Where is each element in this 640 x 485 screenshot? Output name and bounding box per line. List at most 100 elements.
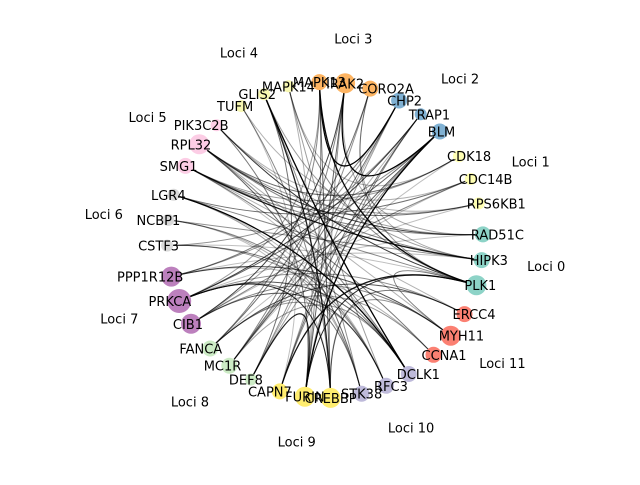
edge-CCNA1-SMG1	[185, 165, 434, 356]
node-DCLK1	[400, 366, 417, 382]
node-IRAK2	[335, 73, 356, 94]
edge-TUFM-CREBBP	[240, 105, 332, 398]
edge-DCLK1-CSTF3	[167, 244, 410, 375]
edge-HIPK3-SMG1	[185, 165, 482, 261]
edge-MAPK13-FURIN	[304, 82, 322, 397]
edge-FURIN-TRAP1	[304, 113, 422, 397]
edge-STK38-NCBP1	[168, 219, 363, 394]
node-label-DCLK1: DCLK1	[397, 368, 440, 383]
node-label-LGR4: LGR4	[151, 189, 186, 204]
node-RPL32	[189, 134, 210, 155]
node-label-NCBP1: NCBP1	[136, 214, 180, 229]
edge-LGR4-PLK1	[173, 194, 477, 286]
node-CSTF3	[161, 239, 174, 252]
node-CDK18	[453, 150, 465, 163]
node-label-RPS6KB1: RPS6KB1	[467, 197, 526, 212]
edge-FANCA-RFC3	[209, 301, 387, 386]
node-CREBBP	[320, 387, 341, 408]
edge-MC1R-DCLK1	[228, 304, 410, 375]
edge-MAPK14-FURIN	[287, 86, 313, 397]
edge-layer	[167, 82, 483, 398]
node-label-CDC14B: CDC14B	[459, 173, 513, 188]
node-label-MYH11: MYH11	[439, 330, 484, 345]
locus-label-0: Loci 0	[527, 260, 565, 275]
node-SMG1	[177, 157, 194, 174]
edge-CIB1-IRAK2	[190, 83, 346, 325]
edge-MC1R-IRAK2	[228, 83, 346, 367]
edge-FANCA-MAPK13	[209, 82, 321, 349]
edge-ERCC4-PRKCA	[179, 272, 465, 315]
edge-IRAK2-CREBBP	[328, 83, 346, 398]
edge-IRAK2-FURIN	[304, 83, 346, 397]
edge-PRKCA-MAPK13	[179, 82, 321, 302]
loci-label-layer: Loci 0 Loci 1 Loci 2 Loci 3 Loci 4 Loci 5 Loci…	[85, 33, 566, 451]
node-label-MAPK14: MAPK14	[262, 80, 315, 95]
node-MYH11	[440, 325, 461, 346]
node-PRKCA	[167, 289, 192, 313]
edge-RFC3-MAPK14	[287, 86, 387, 386]
edge-CCNA1-FANCA	[209, 295, 434, 356]
edge-PPP1R12B-MYH11	[171, 265, 452, 337]
edge-RPL32-RPS6KB1	[198, 143, 479, 215]
edge-MAPK14-PLK1	[287, 86, 477, 286]
node-label-CAPN7: CAPN7	[248, 385, 292, 400]
node-layer	[161, 73, 491, 408]
node-label-STK38: STK38	[341, 388, 382, 403]
edge-CORO2A-FANCA	[209, 88, 371, 349]
node-label-ERCC4: ERCC4	[453, 308, 496, 323]
locus-label-11: Loci 11	[479, 357, 525, 372]
edge-BLM-CSTF3	[167, 131, 441, 247]
node-RPS6KB1	[472, 197, 485, 210]
node-BLM	[431, 123, 448, 140]
edge-FANCA-CDC14B	[209, 178, 471, 349]
edge-MYH11-CIB1	[190, 284, 452, 337]
edge-LGR4-STK38	[173, 194, 363, 394]
node-CIB1	[181, 313, 201, 334]
edge-HIPK3-CORO2A	[359, 88, 482, 261]
node-label-SMG1: SMG1	[160, 160, 198, 175]
edge-CIB1-RFC3	[190, 292, 387, 386]
edge-DEF8-BLM	[250, 131, 441, 380]
edge-LGR4-RFC3	[173, 194, 387, 386]
node-label-RPL32: RPL32	[171, 138, 212, 153]
edge-GLIS2-HIPK3	[263, 94, 482, 261]
node-TUFM	[235, 100, 248, 112]
edge-MYH11-RPL32	[198, 143, 452, 337]
edge-DEF8-CORO2A	[250, 88, 371, 380]
edge-DCLK1-RPL32	[198, 143, 410, 375]
node-label-MC1R: MC1R	[204, 360, 242, 375]
edge-SMG1-RAD51C	[185, 165, 483, 236]
node-label-CIB1: CIB1	[173, 318, 203, 333]
edge-CREBBP-GLIS2	[263, 93, 332, 398]
node-label-CORO2A: CORO2A	[358, 83, 414, 98]
node-RFC3	[378, 377, 394, 394]
node-MC1R	[221, 357, 238, 374]
node-DEF8	[244, 373, 257, 386]
edge-CHP2-DEF8	[250, 100, 400, 380]
node-label-CCNA1: CCNA1	[422, 349, 467, 364]
edge-CCNA1-PPP1R12B	[171, 267, 434, 356]
node-FURIN	[294, 386, 315, 407]
node-STK38	[353, 385, 370, 402]
edge-PLK1-MAPK13	[318, 82, 477, 286]
edge-PLK1-FURIN	[304, 274, 477, 397]
edge-TRAP1-CAPN7	[279, 113, 422, 392]
node-PPP1R12B	[161, 266, 182, 287]
edge-CAPN7-BLM	[279, 131, 441, 392]
node-label-FANCA: FANCA	[179, 343, 222, 358]
edge-FURIN-DEF8	[250, 313, 310, 397]
locus-label-3: Loci 3	[334, 33, 372, 48]
edge-NCBP1-HIPK3	[168, 219, 482, 261]
node-label-MAPK13: MAPK13	[293, 76, 346, 91]
node-FANCA	[202, 340, 219, 357]
node-label-RAD51C: RAD51C	[471, 228, 524, 243]
node-CHP2	[391, 92, 408, 109]
locus-label-6: Loci 6	[85, 208, 123, 223]
edge-RPS6KB1-TUFM	[240, 105, 479, 212]
node-label-CREBBP: CREBBP	[305, 392, 357, 407]
edge-CHP2-MC1R	[228, 100, 400, 367]
edge-BLM-FURIN	[304, 131, 441, 397]
edge-SMG1-DCLK1	[185, 165, 410, 375]
node-label-PLK1: PLK1	[464, 279, 496, 294]
